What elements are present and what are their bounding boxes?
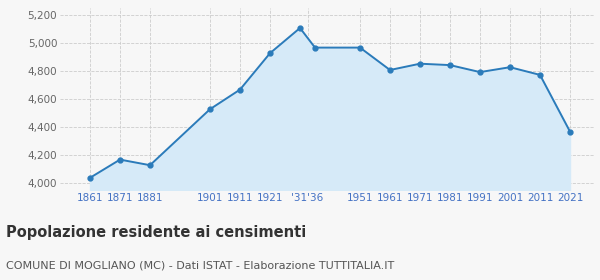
- Text: COMUNE DI MOGLIANO (MC) - Dati ISTAT - Elaborazione TUTTITALIA.IT: COMUNE DI MOGLIANO (MC) - Dati ISTAT - E…: [6, 261, 394, 271]
- Text: Popolazione residente ai censimenti: Popolazione residente ai censimenti: [6, 225, 306, 240]
